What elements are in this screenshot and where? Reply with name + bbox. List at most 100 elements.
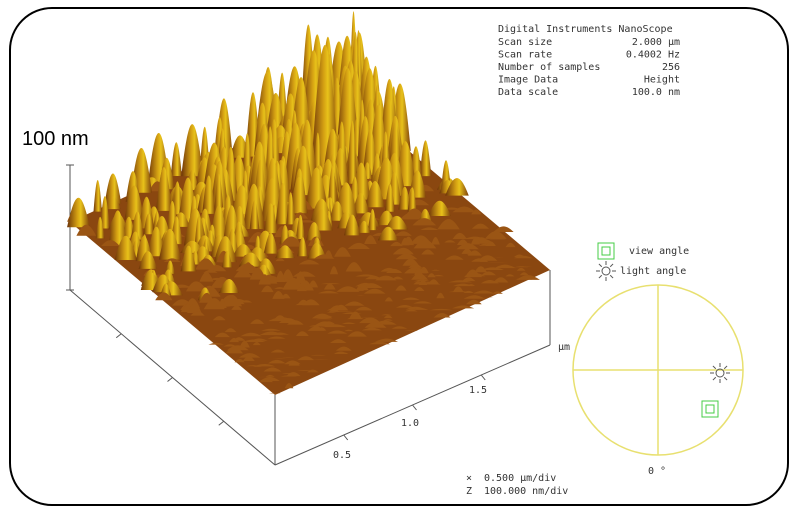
surface-peak — [242, 339, 266, 343]
surface-peak — [280, 375, 298, 377]
surface-peak — [259, 377, 273, 383]
surface-peak — [297, 236, 308, 257]
surface-peak — [252, 341, 261, 346]
axis-tick — [167, 377, 173, 382]
surface-peak — [287, 320, 304, 325]
surface-peak — [104, 196, 121, 210]
info-table: Scan size 2.000 µm Scan rate 0.4002 Hz Numbe… — [498, 37, 680, 98]
surface-peak — [431, 237, 440, 245]
sun-ray — [598, 263, 603, 268]
surface-peak — [305, 167, 328, 209]
surface-peak — [199, 272, 214, 282]
surface-peak — [391, 276, 404, 280]
info-value: 256 — [662, 62, 680, 73]
surface-peak — [249, 200, 260, 230]
surface-peak — [269, 392, 281, 394]
surface-peak — [479, 259, 489, 262]
surface-peak — [212, 316, 226, 321]
info-label: Number of samples — [498, 62, 600, 73]
light-icon — [596, 261, 616, 281]
surface-peak — [221, 251, 233, 268]
surface-peak — [404, 330, 419, 331]
surface-peak — [445, 178, 469, 196]
surface-peak — [418, 279, 428, 286]
surface-peak — [427, 273, 436, 278]
surface-peak — [505, 274, 515, 277]
footer-value: 100.000 nm/div — [484, 486, 568, 497]
surface-peak — [432, 274, 444, 277]
surface-peak — [414, 287, 425, 291]
surface-peak — [329, 339, 347, 344]
surface-peak — [405, 309, 418, 312]
surface-peak — [345, 262, 363, 272]
surface-peak — [315, 318, 332, 320]
sun-ray — [712, 365, 717, 370]
surface-peak — [481, 271, 497, 276]
surface-peak — [437, 218, 460, 230]
surface-peak — [420, 227, 439, 230]
surface-peak — [505, 242, 516, 248]
surface-peak — [138, 251, 158, 269]
surface-peak — [297, 356, 315, 361]
surface-peak — [464, 272, 483, 278]
surface-peak — [263, 233, 278, 254]
surface-peak — [341, 322, 356, 325]
surface-peak — [284, 382, 294, 389]
surface-peak — [470, 237, 481, 245]
axis-tick — [115, 333, 122, 339]
surface-peak — [298, 259, 320, 265]
light-icon — [710, 363, 730, 383]
surface-peak — [400, 237, 410, 246]
surface-peak — [238, 252, 263, 267]
surface-peak — [407, 187, 417, 212]
surface-peak — [392, 247, 414, 255]
surface-peak — [444, 240, 456, 243]
surface-peak — [451, 305, 475, 309]
surface-peak — [484, 231, 507, 239]
surface-peak — [361, 327, 383, 331]
surface-peak — [414, 267, 423, 276]
surface-peak — [261, 285, 274, 293]
surface-peak — [223, 344, 237, 347]
surface-peak — [318, 290, 339, 294]
surface-peak — [207, 264, 227, 272]
surface-peak — [359, 317, 382, 324]
surface-peak — [413, 239, 437, 249]
surface-peak — [265, 374, 275, 377]
surface-peak — [329, 266, 339, 275]
surface-peak — [365, 181, 385, 208]
surface-peak — [453, 286, 464, 292]
info-label: Image Data — [498, 75, 558, 86]
surface-peak — [327, 330, 348, 334]
surface-peak — [67, 197, 90, 228]
surface-peak — [402, 258, 420, 266]
axis-tick-label: 0.5 — [333, 450, 351, 461]
surface-peak — [413, 301, 432, 304]
surface-peak — [208, 342, 225, 345]
surface-peak — [108, 210, 128, 246]
sun-ray — [723, 376, 728, 381]
surface-peak — [433, 312, 451, 318]
surface-peak — [474, 266, 488, 273]
surface-peak — [352, 193, 370, 214]
surface-peak — [286, 372, 301, 377]
surface-peak — [344, 329, 354, 332]
surface-peak — [411, 307, 429, 310]
surface-peak — [202, 175, 216, 214]
surface-peak — [383, 315, 393, 319]
surface-peak — [333, 351, 348, 355]
axis-unit: µm — [558, 342, 570, 353]
surface-peak — [402, 297, 420, 300]
surface-peak — [344, 301, 365, 306]
surface-peak — [323, 283, 336, 290]
angle-label: 0 ° — [648, 466, 666, 477]
surface-peak — [411, 273, 429, 280]
surface-peak — [282, 277, 304, 290]
surface-peak — [404, 266, 428, 274]
surface-peak — [492, 291, 503, 294]
surface-peak — [519, 272, 529, 276]
axis-tick-label: 1.0 — [401, 418, 419, 429]
info-label: Scan rate — [498, 50, 552, 61]
surface-peak — [493, 277, 509, 283]
